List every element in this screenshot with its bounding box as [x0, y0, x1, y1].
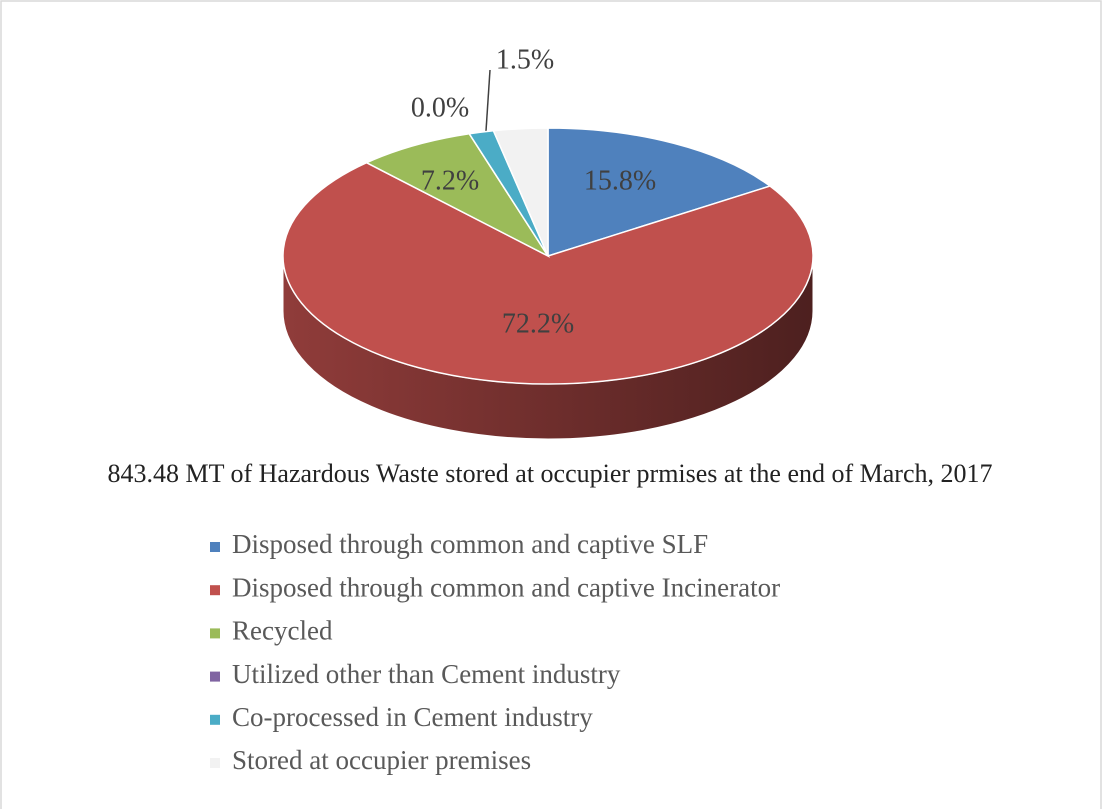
- legend-label: Disposed through common and captive Inci…: [232, 572, 780, 602]
- leader-line: [485, 69, 491, 132]
- pie-slice: [282, 161, 814, 385]
- legend-swatch: [210, 628, 220, 639]
- pie-slice: [364, 132, 551, 258]
- legend-swatch: [210, 542, 220, 552]
- legend-swatch: [210, 714, 220, 725]
- legend-label: Utilized other than Cement industry: [232, 659, 621, 689]
- legend-label: Recycled: [232, 616, 333, 646]
- data-label: 0.0%: [411, 92, 469, 123]
- data-label: 7.2%: [421, 165, 479, 196]
- legend-swatch: [210, 758, 220, 768]
- legend-label: Co-processed in Cement industry: [232, 702, 593, 732]
- pie-slice: [492, 127, 549, 257]
- legend-label: Stored at occupier premises: [232, 745, 531, 775]
- chart-title: 843.48 MT of Hazardous Waste stored at o…: [107, 459, 992, 488]
- legend-swatch: [210, 585, 220, 596]
- data-label: 72.2%: [502, 308, 574, 339]
- pie-slice: [547, 127, 772, 258]
- legend-label: Disposed through common and captive SLF: [232, 529, 708, 559]
- data-label: 15.8%: [584, 165, 656, 196]
- legend-swatch: [210, 671, 220, 682]
- data-label: 1.5%: [496, 44, 554, 75]
